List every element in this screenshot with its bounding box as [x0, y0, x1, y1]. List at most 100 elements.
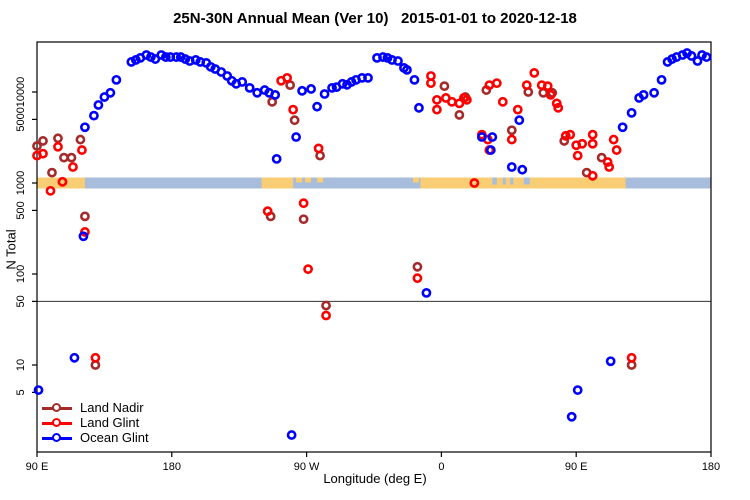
data-point-land-glint — [288, 104, 299, 115]
data-point-ocean-glint — [80, 122, 90, 133]
data-point-land-glint — [608, 134, 619, 145]
ocean-strip — [37, 177, 711, 189]
data-point-land-glint — [512, 104, 523, 115]
y-tick-label: 5000 — [15, 107, 27, 131]
legend-label: Land Glint — [80, 415, 140, 430]
data-point-land-nadir — [298, 214, 309, 225]
data-point-land-glint — [626, 352, 637, 363]
data-point-ocean-glint — [701, 52, 712, 62]
data-point-land-glint — [560, 130, 571, 141]
data-point-land-glint — [282, 72, 293, 83]
data-point-ocean-glint — [378, 52, 388, 62]
chart-title: 25N-30N Annual Mean (Ver 10) 2015-01-01 … — [173, 10, 577, 27]
data-point-land-nadir — [596, 152, 607, 163]
land-strip-segment — [261, 177, 294, 189]
data-point-ocean-glint — [476, 132, 487, 142]
data-point-land-glint — [461, 94, 472, 105]
land-strip-segment — [37, 177, 85, 189]
data-point-ocean-glint — [286, 430, 297, 440]
y-tick-label: 100 — [15, 265, 27, 283]
ocean-notch — [492, 177, 497, 185]
data-point-ocean-glint — [414, 102, 424, 113]
data-point-land-glint — [38, 148, 48, 159]
land-fleck — [305, 177, 312, 183]
data-point-ocean-glint — [252, 87, 263, 98]
data-point-land-nadir — [454, 110, 465, 120]
data-point-land-glint — [587, 138, 598, 149]
data-point-ocean-glint — [572, 385, 583, 395]
data-point-land-glint — [551, 98, 562, 109]
data-point-ocean-glint — [327, 82, 337, 93]
data-point-ocean-glint — [319, 89, 330, 99]
data-point-land-glint — [77, 145, 87, 155]
data-point-ocean-glint — [617, 122, 628, 133]
data-point-land-nadir — [506, 125, 517, 136]
data-point-ocean-glint — [686, 51, 697, 61]
data-point-land-nadir — [47, 167, 57, 178]
data-point-land-nadir — [53, 133, 63, 144]
data-point-ocean-glint — [393, 56, 403, 66]
data-point-ocean-glint — [111, 74, 122, 85]
data-point-ocean-glint — [171, 52, 182, 62]
ocean-glint-marker-icon — [42, 432, 72, 443]
data-point-ocean-glint — [237, 77, 248, 87]
data-point-ocean-glint — [402, 64, 412, 75]
y-tick-label: 10 — [15, 359, 27, 371]
y-tick-label: 50 — [15, 295, 27, 307]
y-tick-label: 500 — [15, 201, 27, 219]
data-point-land-glint — [262, 206, 273, 217]
data-point-ocean-glint — [270, 89, 281, 100]
legend-item-ocean-glint: Ocean Glint — [42, 430, 149, 445]
ocean-notch — [502, 177, 506, 185]
data-point-land-glint — [604, 162, 615, 172]
data-point-land-glint — [446, 96, 457, 107]
data-point-ocean-glint — [421, 287, 432, 298]
data-point-land-glint — [432, 104, 442, 115]
y-tick-label: 10000 — [15, 77, 27, 108]
data-point-ocean-glint — [517, 164, 528, 175]
land-strip-segment — [420, 177, 626, 189]
data-point-ocean-glint — [244, 82, 255, 93]
data-point-land-glint — [577, 138, 588, 149]
data-point-ocean-glint — [566, 411, 577, 422]
data-point-land-glint — [587, 170, 598, 181]
data-point-land-glint — [587, 129, 598, 140]
data-point-land-nadir — [289, 115, 300, 126]
legend-label: Ocean Glint — [80, 430, 149, 445]
data-point-ocean-glint — [93, 100, 104, 110]
data-point-ocean-glint — [409, 74, 420, 85]
data-point-land-glint — [497, 96, 508, 107]
y-tick-label: 5 — [15, 389, 27, 395]
data-point-land-glint — [57, 176, 68, 187]
data-point-ocean-glint — [337, 78, 348, 89]
data-point-land-glint — [426, 78, 436, 89]
data-point-ocean-glint — [638, 89, 649, 100]
legend-item-land-nadir: Land Nadir — [42, 400, 149, 415]
data-point-land-glint — [521, 80, 532, 91]
data-point-ocean-glint — [297, 85, 308, 96]
data-point-ocean-glint — [487, 132, 498, 142]
data-point-ocean-glint — [506, 162, 517, 172]
ocean-notch — [523, 177, 530, 185]
data-point-land-glint — [506, 134, 517, 145]
legend: Land Nadir Land Glint Ocean Glint — [42, 400, 149, 445]
x-tick-label: 90 W — [294, 461, 320, 473]
data-point-ocean-glint — [33, 385, 44, 395]
data-point-ocean-glint — [485, 145, 496, 155]
data-point-land-nadir — [439, 81, 450, 92]
x-axis-title: Longitude (deg E) — [323, 471, 427, 486]
x-tick-label: 90 E — [565, 461, 588, 473]
data-point-ocean-glint — [105, 87, 116, 98]
data-point-land-glint — [469, 178, 480, 188]
data-point-land-glint — [321, 310, 331, 321]
data-point-ocean-glint — [649, 87, 659, 98]
data-point-land-glint — [484, 80, 495, 91]
data-point-land-glint — [572, 150, 583, 161]
data-point-land-glint — [412, 273, 423, 284]
land-fleck — [412, 177, 419, 183]
data-point-land-nadir — [321, 300, 331, 311]
data-point-ocean-glint — [89, 110, 99, 121]
data-point-ocean-glint — [692, 56, 703, 66]
data-point-ocean-glint — [312, 101, 322, 112]
